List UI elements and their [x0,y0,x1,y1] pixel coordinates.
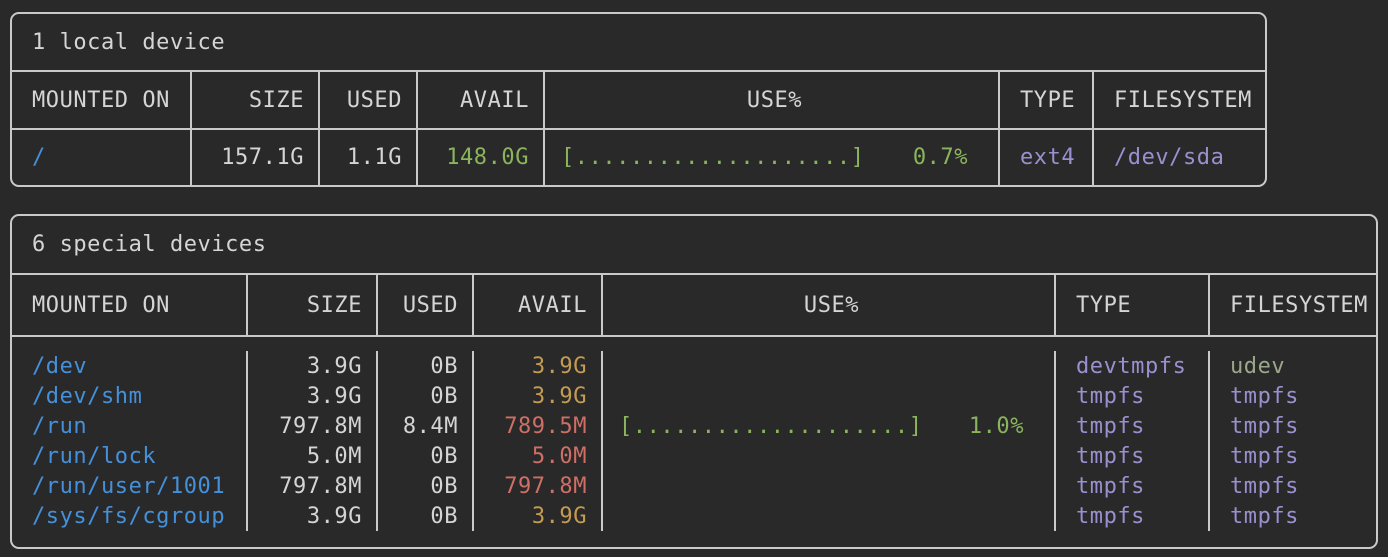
used-cell: 1.1G [320,130,418,185]
col-header-filesystem: FILESYSTEM [1230,292,1368,318]
used-cell: 0B [378,501,474,531]
use-percent-cell [603,381,1056,411]
used-cell: 0B [378,441,474,471]
size-cell: 157.1G [192,130,320,185]
col-header-use-percent: USE% [603,275,1056,335]
col-header-type: TYPE [1056,275,1210,335]
table-body: / 157.1G 1.1G 148.0G [..................… [12,130,1265,185]
avail-cell: 797.8M [474,471,603,501]
mounted-on-cell: /run [12,411,248,441]
type-cell: tmpfs [1056,441,1210,471]
size-cell: 5.0M [248,441,378,471]
table-row-run: /run 797.8M 8.4M 789.5M [...............… [12,411,1376,441]
filesystem-cell: tmpfs [1230,443,1299,469]
used-cell: 0B [378,471,474,501]
size-cell: 3.9G [248,501,378,531]
col-header-avail: AVAIL [474,275,603,335]
table-body: /dev 3.9G 0B 3.9G devtmpfs udev /dev/shm… [12,337,1376,547]
table-title: 1 local device [12,14,1265,72]
filesystem-cell: /dev/sda [1114,145,1225,170]
size-cell: 797.8M [248,471,378,501]
col-header-filesystem: FILESYSTEM [1114,87,1252,113]
avail-cell: 148.0G [418,130,545,185]
size-cell: 3.9G [248,381,378,411]
table-row-dev-shm: /dev/shm 3.9G 0B 3.9G tmpfs tmpfs [12,381,1376,411]
col-header-use-percent: USE% [545,72,1000,128]
filesystem-cell: tmpfs [1230,413,1299,439]
mounted-on-cell: /sys/fs/cgroup [12,501,248,531]
use-percent-cell: [....................] 1.0% [603,411,1056,441]
table-row-run-user-1001: /run/user/1001 797.8M 0B 797.8M tmpfs tm… [12,471,1376,501]
avail-cell: 5.0M [474,441,603,471]
table-row-dev: /dev 3.9G 0B 3.9G devtmpfs udev [12,351,1376,381]
use-percent-cell [603,351,1056,381]
use-percent-cell [603,471,1056,501]
col-header-mounted-on: MOUNTED ON [12,72,192,128]
use-percent-cell [603,441,1056,471]
usage-percent: 1.0% [968,413,1024,439]
filesystem-cell: udev [1230,353,1286,379]
usage-bar: [....................] [619,413,923,439]
avail-cell: 3.9G [474,381,603,411]
type-cell: tmpfs [1056,501,1210,531]
filesystem-cell: tmpfs [1230,503,1299,529]
type-cell: tmpfs [1056,471,1210,501]
col-header-used: USED [378,275,474,335]
size-cell: 3.9G [248,351,378,381]
use-percent-cell [603,501,1056,531]
col-header-type: TYPE [1000,72,1094,128]
usage-percent: 0.7% [912,145,968,170]
used-cell: 8.4M [378,411,474,441]
col-header-avail: AVAIL [418,72,545,128]
local-devices-table: 1 local device MOUNTED ON SIZE USED AVAI… [10,12,1267,187]
col-header-size: SIZE [248,275,378,335]
terminal-screen: 1 local device MOUNTED ON SIZE USED AVAI… [0,12,1388,557]
col-header-mounted-on: MOUNTED ON [12,275,248,335]
table-row-sys-fs-cgroup: /sys/fs/cgroup 3.9G 0B 3.9G tmpfs tmpfs [12,501,1376,531]
table-row-root: / 157.1G 1.1G 148.0G [..................… [12,130,1265,185]
col-header-used: USED [320,72,418,128]
used-cell: 0B [378,351,474,381]
avail-cell: 3.9G [474,501,603,531]
type-cell: devtmpfs [1056,351,1210,381]
size-cell: 797.8M [248,411,378,441]
use-percent-cell: [....................] 0.7% [545,130,1000,185]
table-row-run-lock: /run/lock 5.0M 0B 5.0M tmpfs tmpfs [12,441,1376,471]
table-header-row: MOUNTED ON SIZE USED AVAIL USE% TYPE FIL… [12,72,1265,130]
filesystem-cell: tmpfs [1230,383,1299,409]
type-cell: ext4 [1000,130,1094,185]
table-header-row: MOUNTED ON SIZE USED AVAIL USE% TYPE FIL… [12,275,1376,337]
mounted-on-cell: / [12,130,192,185]
usage-bar: [....................] [561,145,865,170]
type-cell: tmpfs [1056,381,1210,411]
filesystem-cell: tmpfs [1230,473,1299,499]
table-title: 6 special devices [12,216,1376,275]
used-cell: 0B [378,381,474,411]
mounted-on-cell: /run/user/1001 [12,471,248,501]
mounted-on-cell: /dev/shm [12,381,248,411]
type-cell: tmpfs [1056,411,1210,441]
special-devices-table: 6 special devices MOUNTED ON SIZE USED A… [10,214,1378,549]
avail-cell: 789.5M [474,411,603,441]
col-header-size: SIZE [192,72,320,128]
mounted-on-cell: /run/lock [12,441,248,471]
mounted-on-cell: /dev [12,351,248,381]
avail-cell: 3.9G [474,351,603,381]
